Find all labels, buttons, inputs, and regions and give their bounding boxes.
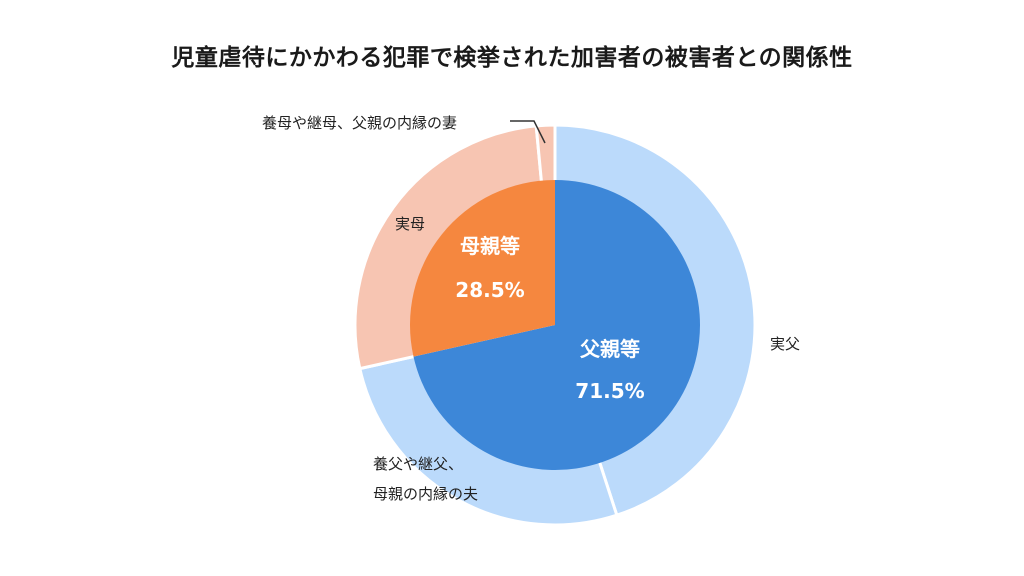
inner-label-mothers: 母親等: [460, 234, 520, 258]
outer-label-youfu-line1: 養父や継父、: [373, 455, 463, 473]
outer-label-youfu-line2: 母親の内縁の夫: [373, 485, 478, 503]
outer-label-jitsufu: 実父: [770, 335, 800, 353]
inner-value-fathers: 71.5%: [575, 379, 644, 403]
inner-slice-mothers: [410, 180, 555, 357]
inner-label-fathers: 父親等: [579, 337, 640, 361]
inner-value-mothers: 28.5%: [455, 278, 524, 302]
leader-line-youbo: [510, 120, 546, 144]
outer-label-jitsubo: 実母: [395, 215, 425, 233]
outer-label-youbo: 養母や継母、父親の内縁の妻: [262, 114, 457, 132]
chart-title: 児童虐待にかかわる犯罪で検挙された加害者の被害者との関係性: [171, 45, 853, 71]
inner-slice-fathers: [413, 180, 700, 470]
